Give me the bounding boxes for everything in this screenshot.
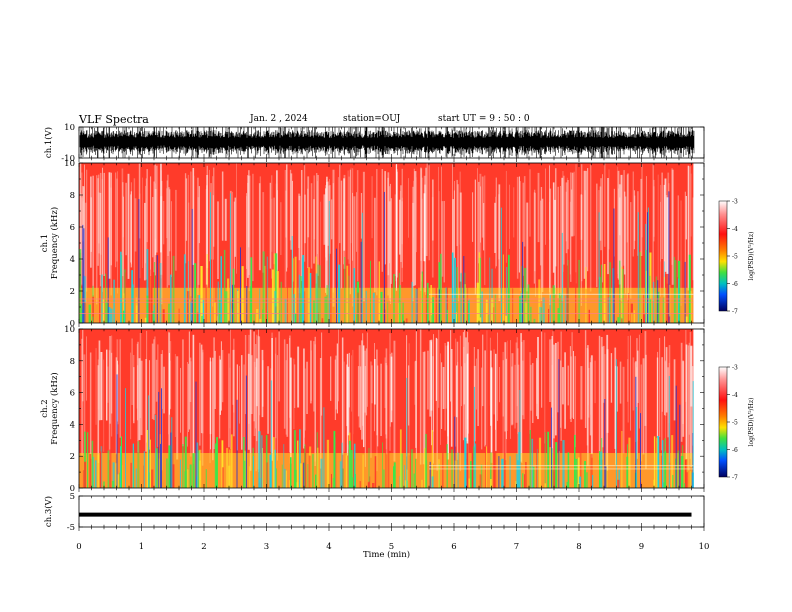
y-axis-label: ch.1 [40, 234, 50, 252]
x-axis: 0 1 2 3 4 5 6 7 8 9 10 Time (min) [76, 542, 709, 560]
spectrogram-stripes [79, 163, 695, 307]
ch1-spectrogram-panel: 0 2 4 6 8 10 ch.1 Frequency (kHz) [40, 159, 705, 329]
y-tick-label: 10 [64, 123, 75, 133]
colorbar-tick-label: -5 [732, 420, 738, 427]
spectrogram-lines [79, 293, 694, 314]
panel-y-ticks: 0 2 4 6 8 10 [64, 159, 704, 329]
y-axis-label: ch.1(V) [43, 127, 54, 158]
y-tick-label: 2 [70, 287, 75, 297]
y-tick-label: 6 [70, 223, 75, 233]
colorbar-tick-label: -6 [732, 447, 738, 454]
y-axis-label: ch.2 [40, 399, 50, 417]
colorbar-tick-label: -7 [732, 475, 738, 482]
panel-y-ticks: 10 -10 [61, 123, 704, 164]
x-tick-label: 10 [699, 542, 710, 552]
spectrogram-lines [429, 465, 694, 470]
colorbar-tick-label: -3 [732, 365, 738, 372]
ch1-waveform-trace [79, 127, 695, 158]
colorbar-tick-label: -7 [732, 309, 738, 316]
ch3-waveform-panel: 5 -5 ch.3(V) [43, 492, 705, 533]
panel-x-ticks [78, 163, 705, 327]
panel-y-ticks: 0 2 4 6 8 10 [64, 325, 704, 494]
x-axis-label: Time (min) [363, 549, 410, 560]
colorbar-label: log(PSD)(V²/Hz) [748, 232, 755, 281]
x-tick-label: 9 [639, 542, 644, 552]
ch1-waveform-panel: 10 -10 ch.1(V) [43, 123, 705, 164]
y-tick-label: 8 [70, 191, 75, 201]
x-tick-label: 6 [451, 542, 456, 552]
colorbar-tick-label: -3 [732, 199, 738, 206]
colorbar-label: log(PSD)(V²/Hz) [748, 398, 755, 447]
spectrogram-low-band [79, 191, 694, 323]
y-axis-label: Frequency (kHz) [49, 207, 60, 279]
y-axis-label: Frequency (kHz) [49, 372, 60, 444]
x-tick-label: 7 [514, 542, 519, 552]
x-tick-label: 5 [389, 542, 394, 552]
panel-y-ticks: 5 -5 [67, 492, 704, 533]
y-tick-label: -5 [67, 523, 75, 533]
y-tick-label: 0 [70, 319, 75, 329]
y-tick-label: 8 [70, 357, 75, 367]
panel-x-ticks [78, 496, 705, 531]
ch2-spectrogram-panel: 0 2 4 6 8 10 ch.2 Frequency (kHz) [40, 325, 705, 494]
x-tick-label: 1 [139, 542, 144, 552]
x-tick-label: 8 [576, 542, 581, 552]
y-tick-label: 10 [64, 325, 75, 335]
colorbar [718, 200, 728, 312]
y-tick-label: 5 [70, 492, 75, 502]
x-tick-label: 2 [201, 542, 206, 552]
x-tick-label: 4 [326, 542, 331, 552]
colorbar [718, 366, 728, 478]
date-label: Jan. 2 , 2024 [250, 114, 308, 124]
x-tick-label: 3 [264, 542, 269, 552]
spectrogram-low-band [79, 359, 694, 488]
x-tick-label: 0 [76, 542, 81, 552]
y-tick-label: 6 [70, 389, 75, 399]
y-tick-label: 4 [70, 255, 75, 265]
colorbar-tick-label: -4 [732, 226, 738, 233]
colorbar-tick-label: -6 [732, 281, 738, 288]
y-tick-label: 10 [64, 159, 75, 169]
panel-x-ticks [78, 329, 705, 492]
colorbar-tick-label: -5 [732, 254, 738, 261]
panel-frame [78, 495, 705, 528]
station-label: station=OUJ [343, 114, 401, 124]
y-tick-label: 2 [70, 452, 75, 462]
y-axis-label: ch.3(V) [43, 496, 54, 527]
start-time-label: start UT = 9 : 50 : 0 [438, 114, 530, 124]
figure-title: VLF Spectra [79, 113, 149, 126]
y-tick-label: 0 [70, 484, 75, 494]
panel-x-ticks [78, 127, 705, 162]
y-tick-label: 4 [70, 420, 75, 430]
colorbar-tick-label: -4 [732, 392, 738, 399]
colorbars: -3 -4 -5 -6 -7 log(PSD)(V²/Hz) -3 -4 -5 -6 -7 log(P… [718, 199, 755, 482]
y-tick-label: -10 [61, 154, 75, 164]
spectrogram-stripes [81, 329, 694, 473]
